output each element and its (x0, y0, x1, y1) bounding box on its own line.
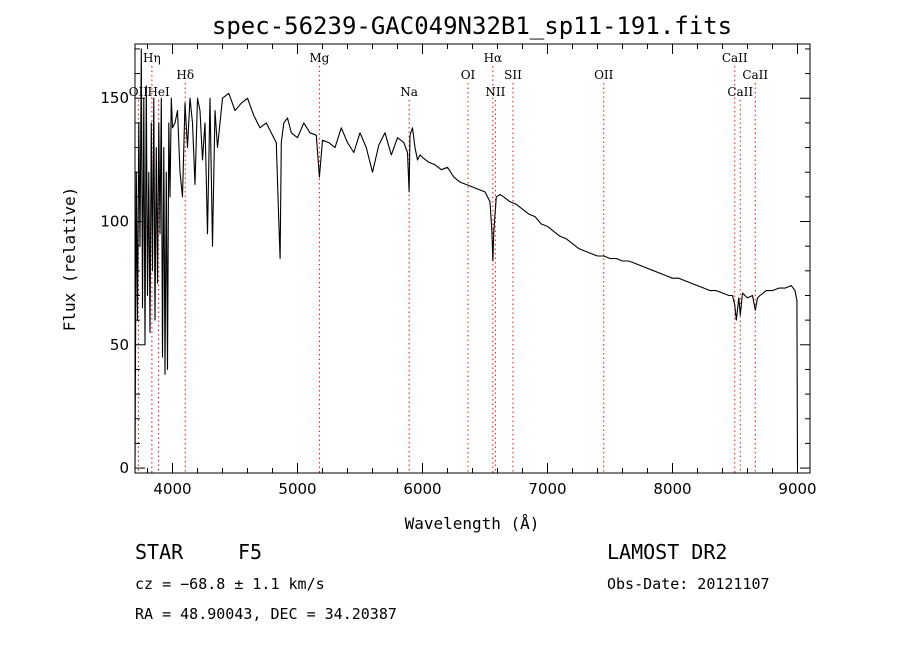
spectral-line-label: HeI (147, 85, 170, 99)
x-tick-label: 9000 (778, 480, 816, 498)
spectral-line-label: OII (129, 85, 149, 99)
y-tick-label: 100 (100, 213, 129, 231)
x-axis-label: Wavelength (Å) (405, 514, 540, 533)
spectral-line-label: Mg (309, 51, 329, 65)
sky-coordinates: RA = 48.90043, DEC = 34.20387 (135, 605, 397, 623)
spectrum-series (134, 48, 799, 469)
spectral-line-labels: OII Hη HeI Hδ Mg Na OI Hα NII SII OII CaII CaII CaII (129, 51, 769, 99)
spectral-line-label: OII (594, 68, 614, 82)
spectral-line-label: CaII (722, 51, 748, 65)
object-subclass: F5 (238, 540, 263, 564)
spectral-line-label: Hη (143, 51, 161, 65)
y-tick-label: 150 (100, 89, 129, 107)
object-class: STAR (135, 540, 184, 564)
spectral-line-label: SII (504, 68, 522, 82)
x-axis-ticks: 4000 5000 6000 7000 8000 9000 (147, 44, 817, 498)
redshift-velocity: cz = −68.8 ± 1.1 km/s (135, 575, 325, 593)
spectral-line-markers (137, 66, 756, 473)
x-tick-label: 7000 (528, 480, 566, 498)
spectral-line-label: CaII (742, 68, 768, 82)
x-tick-label: 5000 (278, 480, 316, 498)
y-tick-label: 50 (110, 336, 129, 354)
spectral-line-label: NII (485, 85, 505, 99)
survey-name: LAMOST DR2 (607, 540, 728, 564)
y-tick-label: 0 (119, 459, 129, 477)
spectral-line-label: OI (461, 68, 476, 82)
spectral-line-label: Hα (484, 51, 503, 65)
x-tick-label: 4000 (153, 480, 191, 498)
x-tick-label: 8000 (653, 480, 691, 498)
spectral-line-label: Hδ (176, 68, 194, 82)
y-axis-label: Flux (relative) (60, 187, 79, 332)
y-axis-ticks: 0 50 100 150 (100, 48, 810, 477)
spectral-line-label: Na (400, 85, 418, 99)
chart-title: spec-56239-GAC049N32B1_sp11-191.fits (212, 12, 732, 40)
spectral-line-label: CaII (727, 85, 753, 99)
observation-date: Obs-Date: 20121107 (607, 575, 770, 593)
x-tick-label: 6000 (403, 480, 441, 498)
